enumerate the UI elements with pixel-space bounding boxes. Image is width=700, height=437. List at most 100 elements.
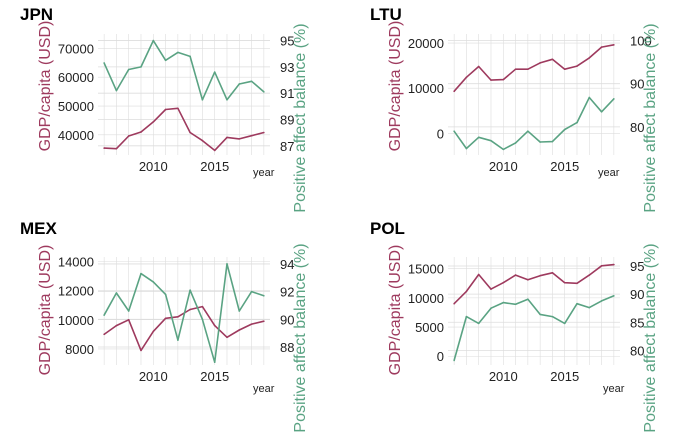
gdp-series-line <box>453 263 614 305</box>
affect-point <box>189 289 191 292</box>
affect-point <box>263 294 265 297</box>
y-axis-title-left: GDP/capita (USD) <box>387 21 404 152</box>
affect-point <box>226 98 228 101</box>
affect-point <box>477 136 480 139</box>
affect-point <box>152 281 155 283</box>
affect-point <box>177 339 179 341</box>
gdp-point <box>563 68 566 71</box>
x-axis-title: year <box>603 383 625 395</box>
affect-point <box>263 91 265 93</box>
affect-point <box>201 318 204 321</box>
gdp-point <box>263 131 265 134</box>
gdp-point <box>177 107 179 110</box>
gdp-point <box>201 139 204 142</box>
y-axis-title-right: Positive affect balance (%) <box>642 23 659 212</box>
y-tick-label-left: 10000 <box>408 291 444 306</box>
gdp-point <box>164 317 167 320</box>
affect-series-line <box>453 96 615 151</box>
affect-point <box>164 59 167 62</box>
gdp-point <box>453 302 455 305</box>
affect-point <box>551 140 554 143</box>
gdp-point <box>613 44 615 46</box>
panel-title: LTU <box>370 5 402 24</box>
affect-point <box>177 51 179 54</box>
y-tick-label-right: 90 <box>280 312 294 327</box>
gdp-point <box>600 46 603 48</box>
y-axis-title-left: GDP/capita (USD) <box>37 245 54 376</box>
y-tick-label-left: 0 <box>437 126 444 141</box>
affect-point <box>490 139 492 142</box>
affect-point <box>527 130 529 133</box>
gdp-point <box>588 274 591 276</box>
gdp-point <box>250 323 253 325</box>
gdp-point <box>152 330 155 333</box>
panel-title: JPN <box>20 5 53 24</box>
affect-point <box>613 98 615 100</box>
affect-point <box>600 300 603 302</box>
y-tick-label-left: 10000 <box>408 81 444 96</box>
panel-title: POL <box>370 219 405 238</box>
gdp-point <box>103 333 105 336</box>
gdp-point <box>164 108 167 111</box>
gdp-point <box>576 65 578 67</box>
y-tick-label-right: 91 <box>280 86 294 101</box>
gdp-point <box>177 316 179 318</box>
gdp-point <box>502 78 505 81</box>
affect-point <box>250 80 253 83</box>
affect-point <box>226 263 228 265</box>
gdp-point <box>189 131 191 134</box>
affect-series-line <box>103 39 265 101</box>
y-tick-label-right: 80 <box>630 120 644 135</box>
affect-point <box>502 148 505 151</box>
gdp-point <box>213 149 216 152</box>
y-tick-label-right: 88 <box>280 340 294 355</box>
gdp-point <box>152 121 155 123</box>
gdp-point <box>563 281 566 284</box>
gdp-point <box>465 290 468 293</box>
affect-point <box>453 359 455 362</box>
panel-title: MEX <box>20 219 58 238</box>
gdp-point <box>527 68 529 71</box>
y-tick-label-right: 95 <box>280 34 294 49</box>
gdp-point <box>477 65 480 68</box>
gdp-point <box>226 336 228 339</box>
gdp-point <box>477 273 480 276</box>
affect-point <box>164 293 167 296</box>
y-tick-label-right: 100 <box>630 33 652 48</box>
gdp-point <box>213 324 216 327</box>
affect-point <box>514 142 517 144</box>
panel-ltu: LTU 0 10000 20000 80 90 100 2010 2015 year GDP/cap… <box>370 5 659 213</box>
y-axis-title-right: Positive affect balance (%) <box>292 243 309 432</box>
affect-point <box>563 322 566 325</box>
affect-point <box>115 292 118 294</box>
gdp-point <box>514 274 517 276</box>
affect-point <box>115 89 118 92</box>
y-tick-label-right: 93 <box>280 60 294 75</box>
affect-point <box>613 295 615 297</box>
gdp-point <box>201 305 204 308</box>
gdp-point <box>238 138 241 140</box>
y-tick-label-right: 80 <box>630 343 644 358</box>
affect-point <box>490 307 492 309</box>
gdp-point <box>576 282 578 285</box>
gdp-point <box>588 57 591 59</box>
y-tick-label-left: 15000 <box>408 262 444 277</box>
gdp-point <box>115 147 118 150</box>
affect-point <box>465 147 468 150</box>
y-tick-label-left: 20000 <box>408 36 444 51</box>
y-axis-title-right: Positive affect balance (%) <box>642 243 659 432</box>
x-axis-title: year <box>253 383 275 395</box>
gdp-point <box>465 76 468 79</box>
gdp-point <box>527 278 529 281</box>
gdp-point <box>539 62 541 64</box>
panel-mex: MEX 8000 10000 12000 14000 88 90 92 94 2010 2015 ye… <box>20 219 309 433</box>
gdp-point <box>127 318 130 321</box>
gdp-series-line <box>453 44 615 92</box>
y-tick-label-left: 8000 <box>65 342 94 357</box>
panel-jpn: JPN 40000 50000 60000 70000 87 89 91 93 95 2010 201… <box>20 5 309 213</box>
gdp-point <box>551 271 554 274</box>
y-tick-label-left: 12000 <box>58 284 94 299</box>
affect-point <box>588 306 591 309</box>
